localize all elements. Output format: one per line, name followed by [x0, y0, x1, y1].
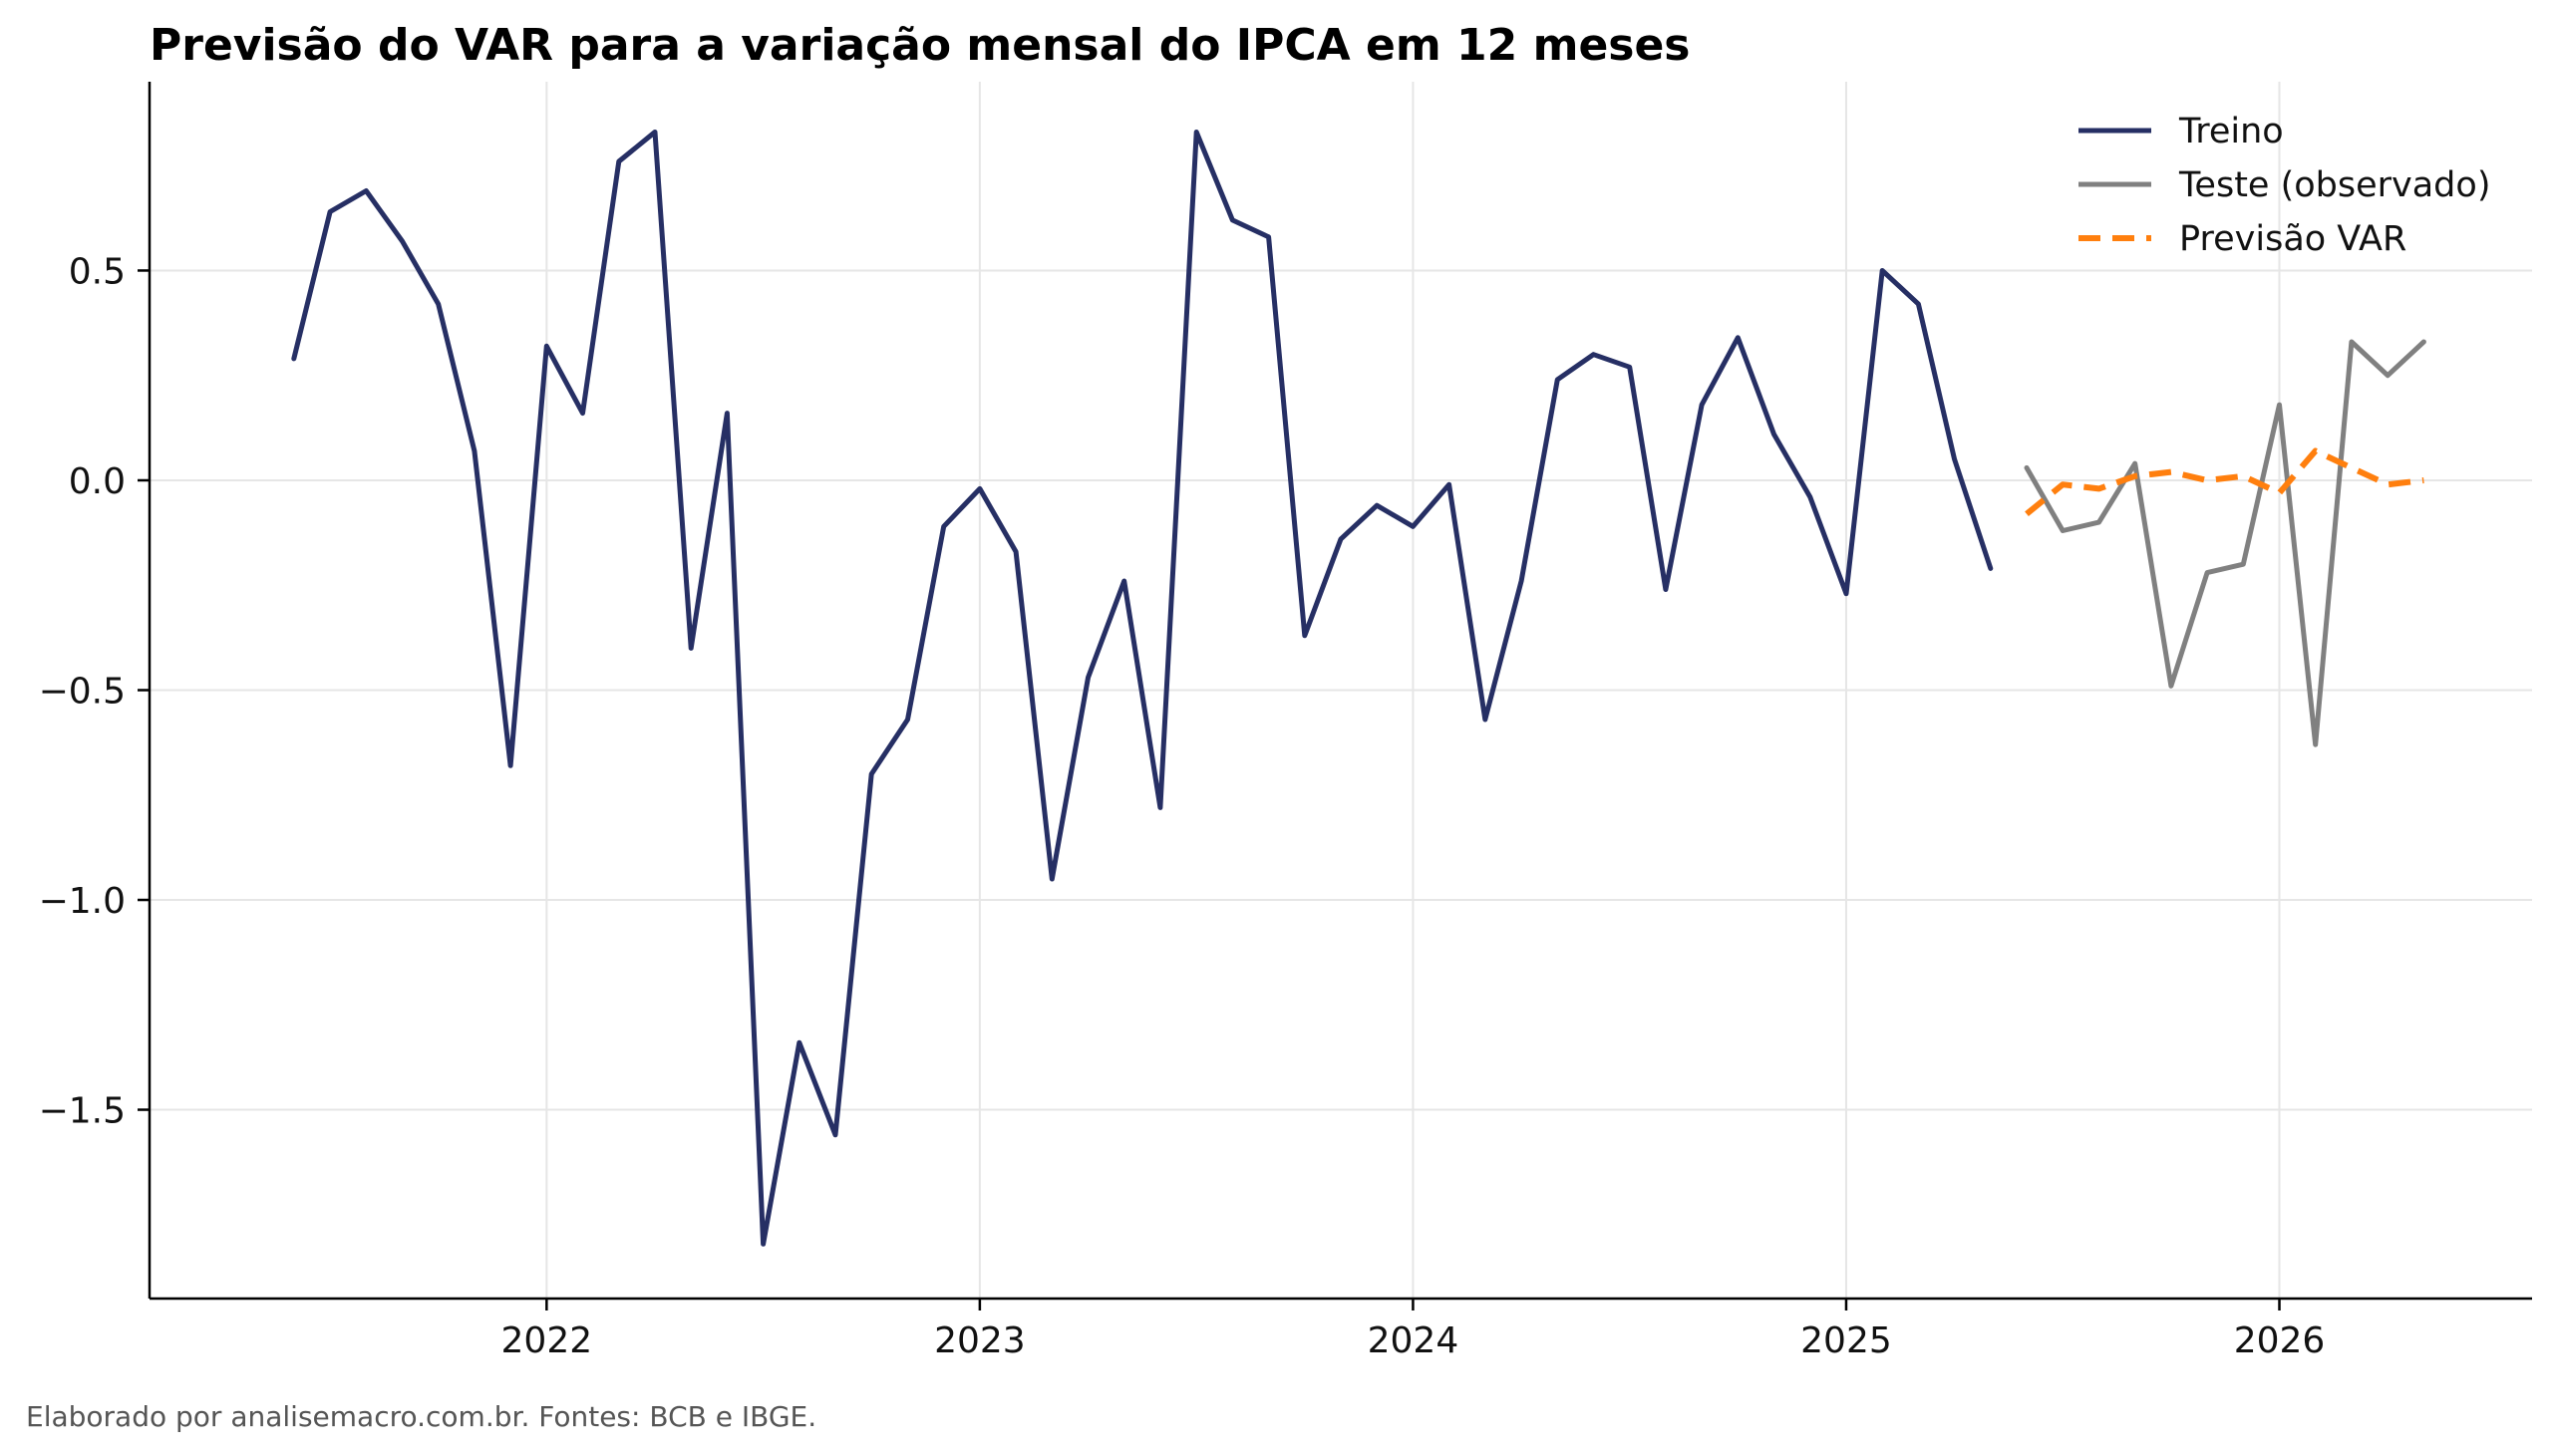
legend-label-treino: Treino	[2178, 112, 2284, 151]
legend-label-teste-observado: Teste (observado)	[2178, 165, 2490, 205]
legend-label-previsao-var: Previsão VAR	[2179, 219, 2406, 259]
x-tick-label-2023: 2023	[934, 1320, 1026, 1361]
series-line-teste-observado	[2024, 339, 2426, 747]
x-tick-label-2024: 2024	[1368, 1320, 1459, 1361]
x-tick-label-2026: 2026	[2234, 1320, 2326, 1361]
chart-title: Previsão do VAR para a variação mensal d…	[150, 20, 1691, 71]
y-tick-label-0: 0.5	[69, 251, 126, 292]
y-tick-label-3: −1.0	[39, 881, 126, 922]
y-tick-label-2: −0.5	[39, 672, 126, 713]
tick-labels: 2022 2023 2024 2025 2026 0.5 0.0 −0.5 −1.0 −1.5	[39, 251, 2326, 1361]
source-footnote: Elaborado por analisemacro.com.br. Fonte…	[26, 1400, 816, 1433]
plot-series	[291, 130, 2426, 1247]
series-line-treino	[291, 130, 1994, 1247]
x-tick-label-2022: 2022	[501, 1320, 593, 1361]
x-tick-label-2025: 2025	[1800, 1320, 1892, 1361]
legend: Treino Teste (observado) Previsão VAR	[2078, 112, 2490, 259]
grid-lines	[150, 82, 2532, 1299]
y-tick-label-4: −1.5	[39, 1091, 126, 1132]
series-line-previsao-var	[2025, 447, 2424, 517]
y-tick-label-1: 0.0	[69, 461, 126, 502]
